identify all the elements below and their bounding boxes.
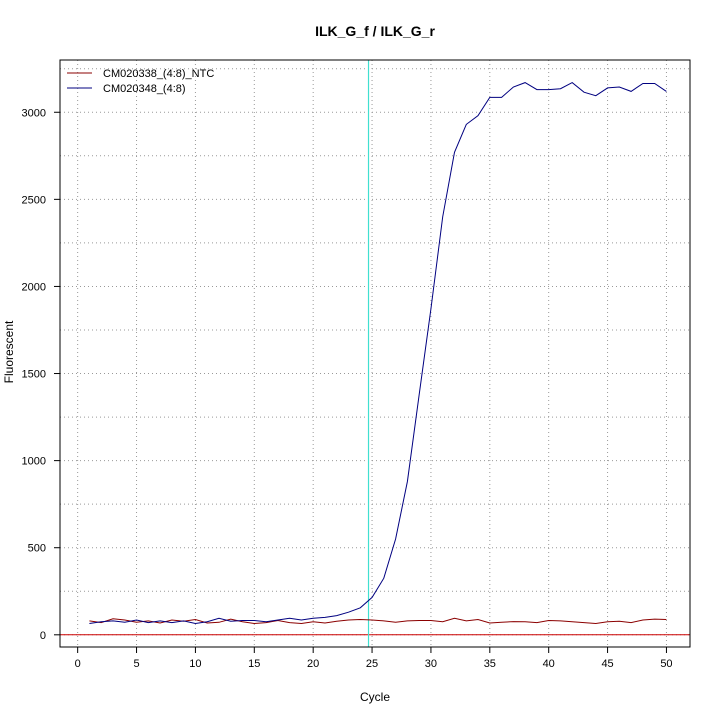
x-axis-label: Cycle xyxy=(360,690,390,704)
y-tick-label: 2500 xyxy=(22,194,46,206)
x-tick-label: 45 xyxy=(601,658,613,670)
y-tick-label: 3000 xyxy=(22,107,46,119)
grid xyxy=(60,60,690,647)
y-axis: 0 500 1000 1500 2000 2500 3000 xyxy=(22,107,60,642)
x-tick-label: 5 xyxy=(133,658,139,670)
x-tick-label: 20 xyxy=(307,658,319,670)
x-tick-label: 0 xyxy=(75,658,81,670)
series-lines xyxy=(89,82,667,625)
legend-label-1: CM020338_(4:8)_NTC xyxy=(103,68,214,80)
y-tick-label: 2000 xyxy=(22,281,46,293)
y-tick-label: 500 xyxy=(28,543,46,555)
x-tick-label: 10 xyxy=(189,658,201,670)
x-tick-label: 35 xyxy=(484,658,496,670)
y-tick-label: 1000 xyxy=(22,456,46,468)
x-tick-label: 30 xyxy=(425,658,437,670)
plot-frame xyxy=(59,59,691,648)
x-tick-label: 50 xyxy=(660,658,672,670)
x-tick-label: 15 xyxy=(248,658,260,670)
y-axis-label: Fluorescent xyxy=(2,320,16,383)
reference-lines xyxy=(60,60,690,647)
x-axis: 0 5 10 15 20 25 30 35 40 45 50 xyxy=(75,647,673,670)
legend-label-2: CM020348_(4:8) xyxy=(103,83,186,95)
x-tick-label: 40 xyxy=(543,658,555,670)
x-tick-label: 25 xyxy=(366,658,378,670)
y-tick-label: 1500 xyxy=(22,369,46,381)
legend: CM020338_(4:8)_NTC CM020348_(4:8) xyxy=(67,68,214,95)
chart-title: ILK_G_f / ILK_G_r xyxy=(315,23,435,39)
series-line-2 xyxy=(89,82,667,625)
y-tick-label: 0 xyxy=(40,630,46,642)
